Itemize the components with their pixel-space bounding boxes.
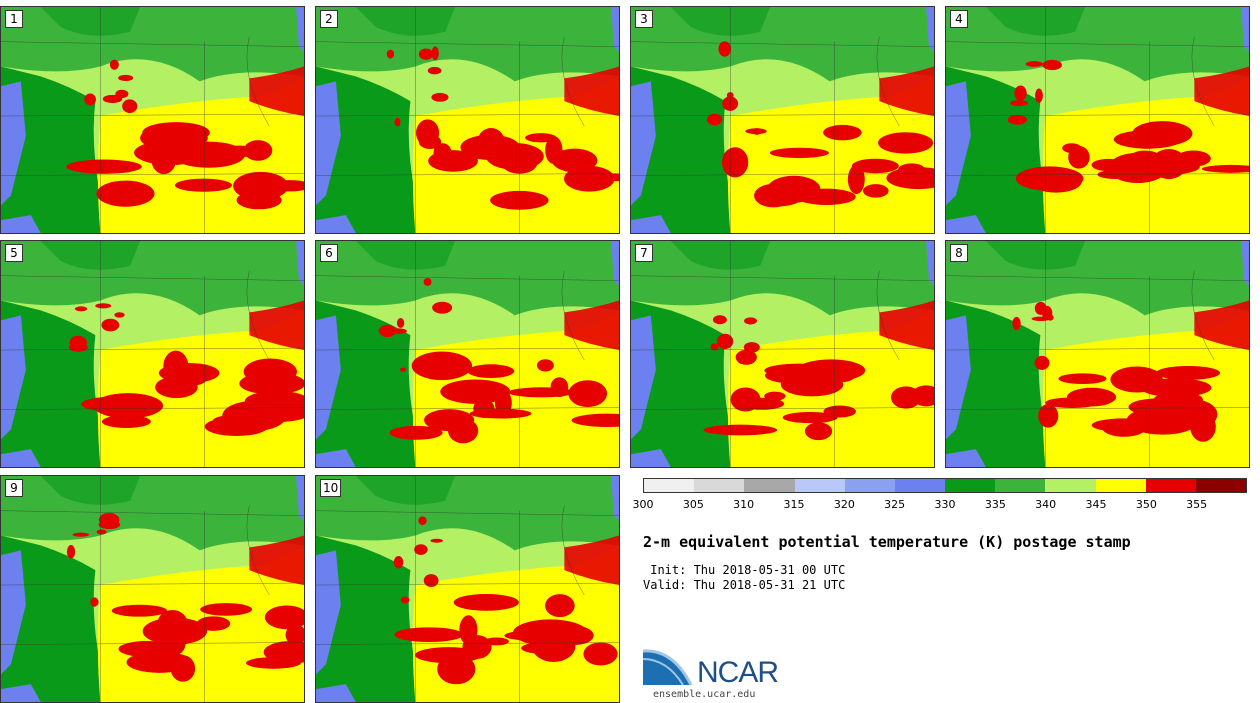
colorbar-segment: [844, 479, 895, 492]
colorbar-segment: [894, 479, 946, 492]
member-label: 4: [950, 10, 968, 28]
ensemble-member-map: 9: [0, 475, 305, 703]
colorbar-segment: [694, 479, 745, 492]
member-label: 3: [635, 10, 653, 28]
member-label: 2: [320, 10, 338, 28]
colorbar-segment: [1195, 479, 1247, 492]
colorbar-segment: [794, 479, 845, 492]
colorbar-segment: [1095, 479, 1146, 492]
map-title: 2-m equivalent potential temperature (K)…: [643, 533, 1131, 551]
colorbar-segment: [744, 479, 795, 492]
logo-url: ensemble.ucar.edu: [653, 689, 756, 700]
colorbar-tick-label: 350: [1135, 498, 1157, 511]
colorbar-tick-label: 320: [833, 498, 855, 511]
member-label: 10: [320, 479, 342, 497]
colorbar-tick-label: 345: [1085, 498, 1107, 511]
init-time: Init: Thu 2018-05-31 00 UTC: [643, 563, 846, 577]
ensemble-member-map: 2: [315, 6, 620, 234]
colorbar-segment: [995, 479, 1046, 492]
colorbar-tick-label: 310: [733, 498, 755, 511]
ncar-logo-icon: [643, 649, 693, 686]
ensemble-member-map: 1: [0, 6, 305, 234]
ensemble-member-map: 8: [945, 240, 1250, 468]
colorbar-segment: [644, 479, 695, 492]
ensemble-member-map: 5: [0, 240, 305, 468]
ensemble-member-map: 3: [630, 6, 935, 234]
colorbar-tick-label: 340: [1035, 498, 1057, 511]
colorbar-segment: [1145, 479, 1196, 492]
valid-time: Valid: Thu 2018-05-31 21 UTC: [643, 578, 846, 592]
colorbar-segment: [1045, 479, 1096, 492]
colorbar-tick-label: 355: [1186, 498, 1208, 511]
ensemble-member-map: 7: [630, 240, 935, 468]
member-label: 5: [5, 244, 23, 262]
colorbar-tick-label: 305: [682, 498, 704, 511]
member-label: 7: [635, 244, 653, 262]
ensemble-member-map: 6: [315, 240, 620, 468]
colorbar: [643, 478, 1247, 493]
member-label: 8: [950, 244, 968, 262]
member-label: 6: [320, 244, 338, 262]
member-label: 1: [5, 10, 23, 28]
member-label: 9: [5, 479, 23, 497]
logo-text: NCAR: [697, 656, 779, 689]
colorbar-tick-label: 335: [984, 498, 1006, 511]
colorbar-segment: [945, 479, 996, 492]
colorbar-ticks: 300 305 310 315 320 325 330 335 340 345 350 355: [633, 498, 1247, 512]
ensemble-member-map: 10: [315, 475, 620, 703]
colorbar-tick-label: 300: [632, 498, 654, 511]
colorbar-tick-label: 315: [783, 498, 805, 511]
colorbar-tick-label: 330: [934, 498, 956, 511]
colorbar-tick-label: 325: [884, 498, 906, 511]
ensemble-member-map: 4: [945, 6, 1250, 234]
